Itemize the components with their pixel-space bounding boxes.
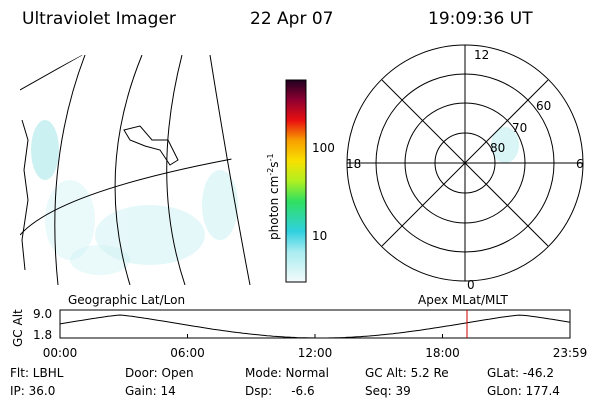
colorbar-tick: 10 (312, 229, 327, 243)
label-main: photon cm (267, 176, 281, 240)
y-label: 9.0 (33, 307, 52, 321)
date: 22 Apr 07 (250, 9, 333, 29)
timeline-title: Geographic Lat/Lon (68, 293, 185, 307)
status-field: Door: Open (125, 366, 194, 380)
x-label: 06:00 (170, 346, 205, 360)
map (20, 55, 251, 285)
instrument: Ultraviolet Imager (22, 9, 176, 29)
x-label: 00:00 (43, 346, 78, 360)
x-label: 12:00 (298, 346, 333, 360)
mlt-label: 0 (467, 278, 475, 292)
polar-plot: 12 0 18 6 60 70 80 (346, 44, 584, 292)
status-field: Flt: LBHL (10, 366, 64, 380)
label-unit: s (267, 161, 281, 167)
colorbar-tick: 100 (312, 141, 335, 155)
x-label: 18:00 (425, 346, 460, 360)
axis-label: GC Alt (11, 309, 25, 347)
mlt-label: 18 (346, 157, 361, 171)
ring-label: 80 (490, 141, 505, 155)
colorbar (285, 79, 307, 283)
mlt-label: 6 (576, 157, 584, 171)
status-field: Gain: 14 (125, 384, 176, 398)
status-field: GLat: -46.2 (487, 366, 554, 380)
time: 19:09:36 UT (428, 9, 533, 29)
status-field: GC Alt: 5.2 Re (365, 366, 449, 380)
timeline-title: Apex MLat/MLT (418, 293, 508, 307)
status-field: IP: 36.0 (10, 384, 55, 398)
colorbar-label: photon cm-2s-1 (266, 153, 281, 240)
label-exp: -2 (266, 168, 275, 176)
ring-label: 60 (536, 99, 551, 113)
status-field: Seq: 39 (365, 384, 411, 398)
status-field: GLon: 177.4 (487, 384, 560, 398)
mlt-label: 12 (474, 48, 489, 62)
label-exp: -1 (266, 153, 275, 161)
ring-label: 70 (512, 121, 527, 135)
y-label: 1.8 (33, 328, 52, 342)
status-field: Mode: Normal (245, 366, 329, 380)
x-label: 23:59 (553, 346, 588, 360)
status-field: Dsp: -6.6 (245, 384, 315, 398)
